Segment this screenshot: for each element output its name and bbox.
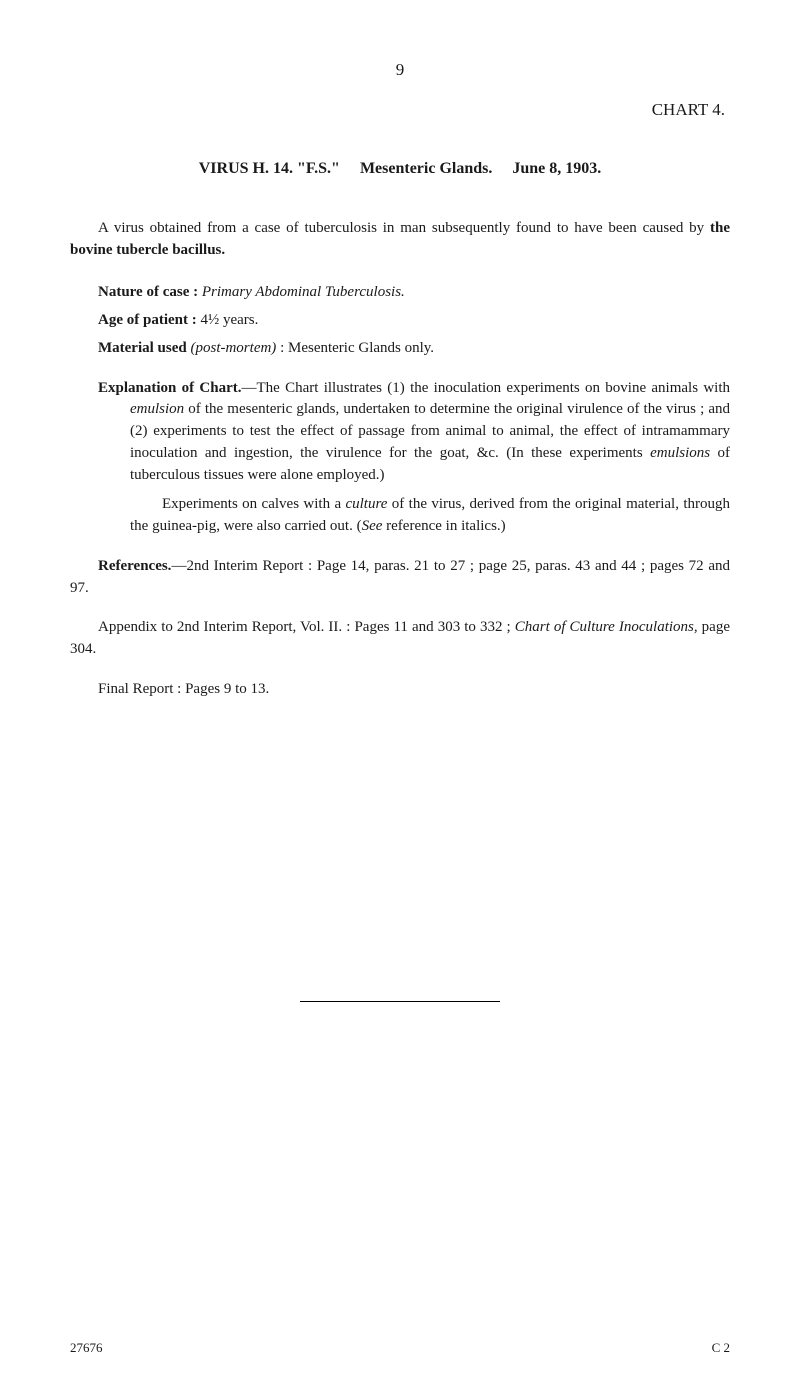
sub-text3: reference in italics.)	[382, 518, 505, 534]
explanation-text2: of the mesenteric glands, undertaken to …	[130, 401, 730, 461]
explanation-italic2: emulsions	[650, 445, 710, 461]
explanation-text1: —The Chart illustrates (1) the inoculati…	[242, 380, 731, 396]
chart-label: CHART 4.	[70, 100, 730, 120]
material-used: Material used (post-mortem) : Mesenteric…	[98, 336, 730, 360]
references-heading: References.	[98, 558, 171, 574]
appendix-text: Appendix to 2nd Interim Report, Vol. II.…	[98, 619, 515, 635]
sub-italic1: culture	[345, 496, 387, 512]
document-title: VIRUS H. 14. "F.S." Mesenteric Glands. J…	[70, 160, 730, 178]
title-spacer2	[496, 160, 508, 177]
title-spacer1	[344, 160, 356, 177]
nature-value: Primary Abdominal Tuberculosis.	[202, 284, 405, 300]
explanation-heading: Explanation of Chart.	[98, 380, 242, 396]
age-value: 4½ years.	[200, 312, 258, 328]
appendix-para: Appendix to 2nd Interim Report, Vol. II.…	[70, 617, 730, 661]
footer-right: C 2	[712, 1340, 730, 1356]
material-label: Material used	[98, 340, 190, 356]
footer-left: 27676	[70, 1340, 103, 1356]
final-text: Final Report : Pages 9 to 13.	[98, 681, 269, 697]
title-suffix: June 8, 1903.	[512, 160, 601, 177]
age-of-patient: Age of patient : 4½ years.	[98, 308, 730, 332]
nature-label: Nature of case :	[98, 284, 202, 300]
intro-text1: A virus obtained from a case of tubercul…	[98, 220, 710, 236]
title-prefix: VIRUS H. 14. "F.S."	[199, 160, 340, 177]
title-middle: Mesenteric Glands.	[360, 160, 492, 177]
nature-block: Nature of case : Primary Abdominal Tuber…	[70, 280, 730, 360]
references-para: References.—2nd Interim Report : Page 14…	[70, 556, 730, 600]
age-label: Age of patient :	[98, 312, 200, 328]
material-italic: (post-mortem)	[190, 340, 276, 356]
nature-of-case: Nature of case : Primary Abdominal Tuber…	[98, 280, 730, 304]
page-number-top: 9	[70, 60, 730, 80]
explanation-italic1: emulsion	[130, 401, 184, 417]
explanation-block: Explanation of Chart.—The Chart illustra…	[70, 378, 730, 538]
final-report-para: Final Report : Pages 9 to 13.	[70, 679, 730, 701]
explanation-main: Explanation of Chart.—The Chart illustra…	[70, 378, 730, 487]
divider-rule	[300, 1001, 500, 1002]
explanation-sub: Experiments on calves with a culture of …	[70, 494, 730, 538]
page-footer: 27676 C 2	[70, 1340, 730, 1356]
material-text: : Mesenteric Glands only.	[276, 340, 434, 356]
sub-text1: Experiments on calves with a	[162, 496, 345, 512]
intro-paragraph: A virus obtained from a case of tubercul…	[70, 218, 730, 262]
appendix-italic: Chart of Culture Inoculations	[515, 619, 694, 635]
sub-italic2: See	[362, 518, 383, 534]
